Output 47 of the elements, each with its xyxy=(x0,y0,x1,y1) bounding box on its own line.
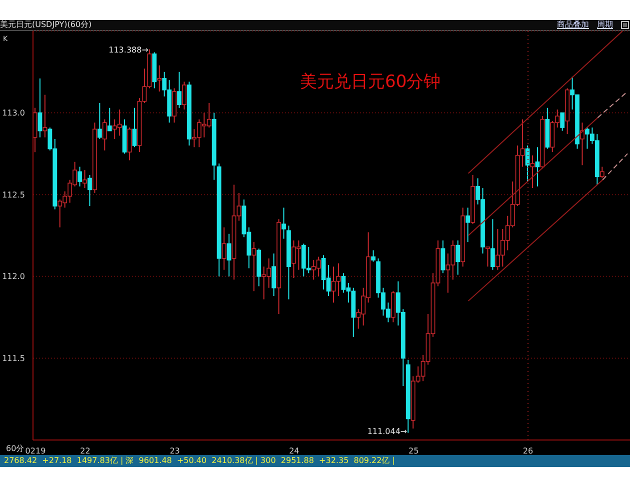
candlestick xyxy=(82,170,87,189)
candlestick xyxy=(440,240,446,274)
candlestick xyxy=(530,154,535,189)
candlestick xyxy=(102,118,107,151)
candlestick xyxy=(38,78,42,138)
candlestick xyxy=(222,226,226,270)
text: 2768.42 +27.18 1497.83亿 | 深 9601.48 +50.40 2410.38亿 | 300 2951.88 +32.35 809.22亿 | xyxy=(4,455,395,466)
candlestick xyxy=(490,218,495,270)
y-tick-label: 113.0 xyxy=(2,108,25,118)
candlestick xyxy=(580,122,584,166)
candlestick xyxy=(371,250,376,262)
candlestick xyxy=(127,127,132,161)
y-tick-label: 112.5 xyxy=(2,190,25,200)
candlestick xyxy=(226,233,232,277)
y-tick-label: 112.0 xyxy=(2,272,25,282)
x-tick-label: 24 xyxy=(289,446,300,456)
candlestick xyxy=(97,102,102,140)
x-tick-label: 22 xyxy=(80,446,90,456)
candlestick xyxy=(252,242,256,292)
candlestick xyxy=(78,166,82,187)
text: 商品叠加 xyxy=(557,19,589,30)
text: 周期 xyxy=(597,19,613,30)
candlestick xyxy=(466,207,470,243)
candlestick xyxy=(486,246,490,268)
candlestick xyxy=(107,107,112,132)
candlestick xyxy=(535,146,540,187)
candlestick xyxy=(42,94,48,138)
chart-title: 美元日元(USDJPY)(60分) xyxy=(0,19,92,30)
candlestick xyxy=(88,174,92,207)
annotation: 美元兑日元60分钟 xyxy=(300,71,441,93)
x-tick-label: 25 xyxy=(408,446,419,456)
annotation: 111.044→ xyxy=(367,426,408,436)
candlestick xyxy=(157,64,162,92)
y-tick-label: 111.5 xyxy=(2,354,25,364)
annotation: 113.388→ xyxy=(108,45,149,54)
candlestick xyxy=(177,71,182,108)
x-tick-label: 0219 xyxy=(25,446,46,456)
candlestick xyxy=(182,81,186,110)
candlestick xyxy=(282,207,286,240)
candlestick xyxy=(560,112,565,132)
x-axis-title: 60分 xyxy=(6,443,24,454)
candlestick xyxy=(456,240,460,276)
candlestick xyxy=(600,166,604,179)
candlestick xyxy=(272,252,276,297)
candlestick xyxy=(132,107,137,148)
x-tick-label: 23 xyxy=(170,446,180,456)
x-tick-label: 26 xyxy=(522,446,534,456)
